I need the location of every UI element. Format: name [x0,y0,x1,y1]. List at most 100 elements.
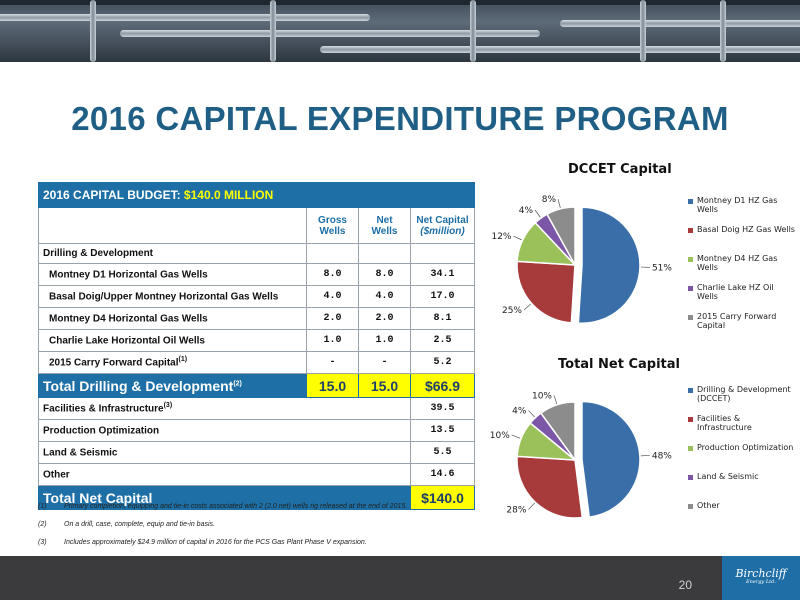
pie-slice [546,206,576,266]
slice-label-carry-forward: 8% [542,195,557,205]
chart-title-dccet: DCCET Capital [568,162,672,177]
chart-title-total-net: Total Net Capital [558,357,680,372]
pie-chart-dccet: 51% 25% 12% 4% 8% [491,195,672,324]
row-label: Montney D4 Horizontal Gas Wells [38,307,307,330]
legend-swatch [688,504,693,509]
row-label: Production Optimization [38,419,411,442]
company-logo: Birchcliff Energy Ltd. [722,556,800,600]
logo-text: Birchcliff Energy Ltd. [735,567,787,587]
slice-label-montney-d4: 12% [491,232,511,242]
table-row: Facilities & Infrastructure(3) 39.5 [38,397,475,420]
budget-header-row: 2016 CAPITAL BUDGET: $140.0 MILLION [38,182,475,208]
drilling-section-row: Drilling & Development [38,243,475,264]
legend-label: Montney D1 HZ Gas Wells [697,196,778,214]
slice-label-facilities: 28% [506,506,526,516]
net-capital-header-label: Net Capital [416,214,469,226]
net-capital-header: Net Capital ($million) [410,207,475,244]
net-capital-cell: 17.0 [410,285,475,308]
legend-item: Other [688,501,796,510]
gross-wells-cell: - [306,351,359,374]
leader-line [511,434,521,439]
legend-item: Production Optimization [688,443,796,452]
budget-header-amount: $140.0 MILLION [183,188,274,202]
leader-line [528,502,535,510]
leader-line [534,209,541,218]
table-row: 2015 Carry Forward Capital(1) - - 5.2 [38,351,475,374]
legend-label: Other [697,501,720,510]
total-net-capital-value: $140.0 [410,485,475,510]
net-capital-cell: 39.5 [410,397,475,420]
leader-line [513,235,522,241]
total-gross-wells: 15.0 [306,373,359,398]
legend-item: 2015 Carry Forward Capital [688,312,796,330]
table-row: Land & Seismic 5.5 [38,441,475,464]
legend-label: Charlie Lake HZ Oil Wells [697,283,774,301]
footnote: (1) Primary completion, equipping and tie… [38,503,408,510]
legend-label: Land & Seismic [697,472,759,481]
capital-budget-table: 2016 CAPITAL BUDGET: $140.0 MILLION Gros… [38,182,475,510]
row-label: Facilities & Infrastructure(3) [38,397,411,420]
legend-total-net: Drilling & Development (DCCET) Facilities… [688,385,798,535]
total-drilling-label: Total Drilling & Development(2) [38,373,307,398]
legend-swatch [688,388,693,393]
leader-line [523,303,531,311]
legend-label: Production Optimization [697,443,794,452]
net-wells-cell: 8.0 [358,263,411,286]
legend-swatch [688,199,693,204]
pie-chart-total-net: 48% 28% 10% 4% 10% [490,391,672,519]
pie-slice [539,401,576,463]
legend-swatch [688,446,693,451]
budget-header-prefix: 2016 CAPITAL BUDGET: [43,188,184,202]
leader-line [528,410,535,418]
legend-swatch [688,475,693,480]
legend-item: Montney D1 HZ Gas Wells [688,196,796,214]
slice-label-basal-doig: 25% [502,306,522,316]
total-drilling-capital: $66.9 [410,373,475,398]
column-header-row: Gross Wells Net Wells Net Capital ($milli… [38,207,475,244]
slice-label-drilling: 48% [652,451,672,461]
footer-bar: 20 [0,556,800,600]
legend-item: Land & Seismic [688,472,796,481]
net-capital-cell: 5.5 [410,441,475,464]
legend-swatch [688,228,693,233]
blank-header-cell [38,207,307,244]
header-photo [0,0,800,62]
logo-subtext: Energy Ltd. [746,579,776,585]
legend-swatch [688,286,693,291]
logo-wordmark: Birchcliff [735,567,787,580]
leader-line [640,454,650,457]
net-capital-unit: ($million) [420,225,465,237]
net-capital-cell: 5.2 [410,351,475,374]
total-drilling-row: Total Drilling & Development(2) 15.0 15.… [38,373,475,398]
legend-item: Charlie Lake HZ Oil Wells [688,283,796,301]
legend-item: Facilities & Infrastructure [688,414,796,432]
slice-label-charlie-lake: 4% [519,206,534,216]
pie-slice [577,206,641,324]
pie-slice [581,400,641,518]
row-label: Basal Doig/Upper Montney Horizontal Gas … [38,285,307,308]
row-label: Charlie Lake Horizontal Oil Wells [38,329,307,352]
page-number: 20 [678,578,692,592]
legend-dccet: Montney D1 HZ Gas Wells Basal Doig HZ Gas… [688,196,798,346]
legend-label: Montney D4 HZ Gas Wells [697,254,778,272]
table-row: Charlie Lake Horizontal Oil Wells 1.0 1.… [38,329,475,352]
table-row: Montney D1 Horizontal Gas Wells 8.0 8.0 … [38,263,475,286]
net-capital-cell: 8.1 [410,307,475,330]
slice-label-production: 10% [490,431,510,441]
net-wells-cell: 1.0 [358,329,411,352]
gross-wells-header: Gross Wells [306,207,359,244]
net-wells-header: Net Wells [358,207,411,244]
legend-swatch [688,417,693,422]
net-capital-cell: 2.5 [410,329,475,352]
table-row: Montney D4 Horizontal Gas Wells 2.0 2.0 … [38,307,475,330]
legend-item: Drilling & Development (DCCET) [688,385,796,403]
table-row: Basal Doig/Upper Montney Horizontal Gas … [38,285,475,308]
total-net-wells: 15.0 [358,373,411,398]
slice-label-montney-d1: 51% [652,263,672,273]
row-label: Land & Seismic [38,441,411,464]
row-label: Montney D1 Horizontal Gas Wells [38,263,307,286]
legend-swatch [688,315,693,320]
gross-wells-cell: 8.0 [306,263,359,286]
net-capital-cell: 13.5 [410,419,475,442]
net-capital-cell: 34.1 [410,263,475,286]
